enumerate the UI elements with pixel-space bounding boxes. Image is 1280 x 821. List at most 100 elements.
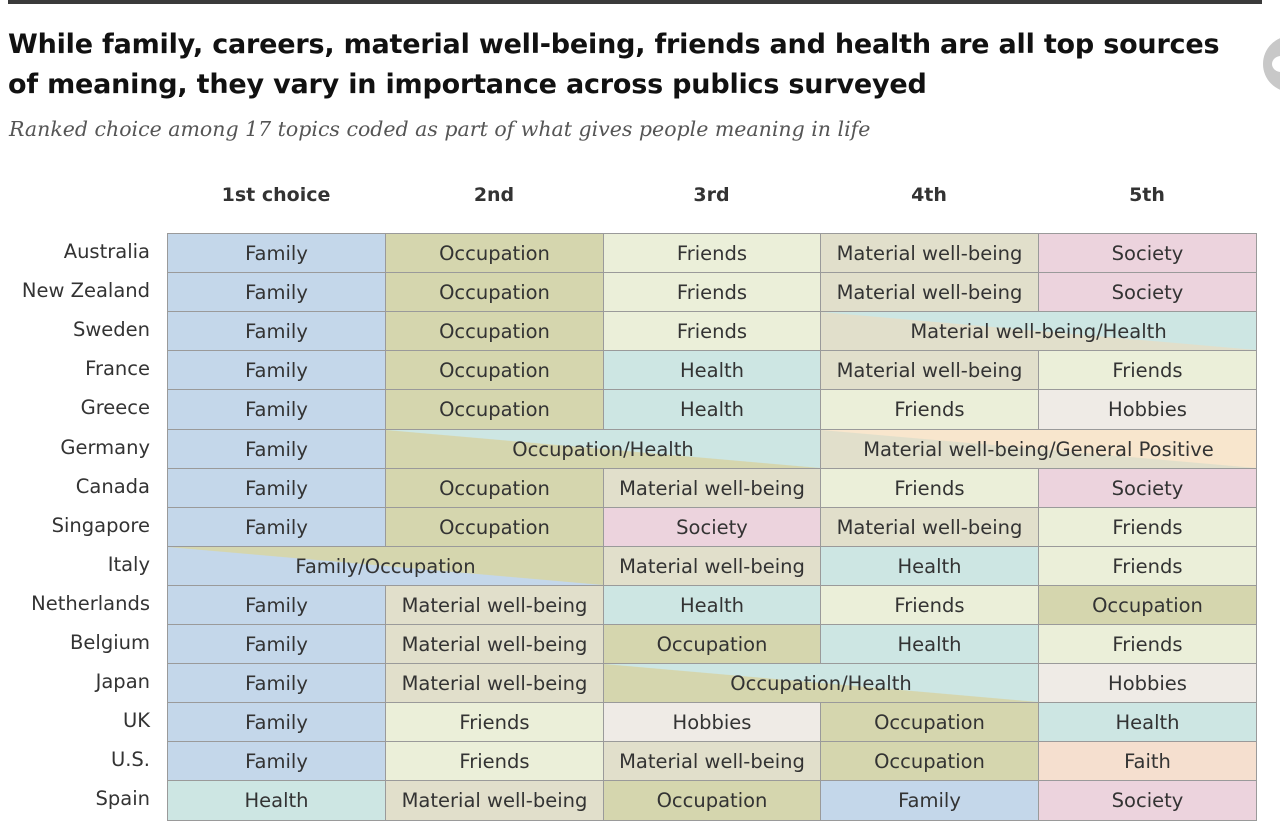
rank-cell: Family	[167, 350, 386, 390]
rank-cell-label: Family	[245, 632, 308, 656]
rank-cell: Friends	[603, 272, 821, 312]
rank-cell-label: Occupation	[439, 319, 550, 343]
country-label: Germany	[60, 436, 150, 459]
rank-cell-label: Society	[1111, 280, 1184, 304]
rank-cell-label: Friends	[894, 593, 965, 617]
rank-cell-label: Material well-being	[836, 241, 1023, 265]
rank-cell-label: Friends	[676, 241, 748, 265]
rank-cell-label: Society	[676, 515, 748, 539]
rank-cell: Friends	[1038, 546, 1257, 586]
rank-cell: Family	[167, 429, 386, 469]
country-label: Belgium	[70, 631, 150, 654]
rank-cell: Occupation	[385, 389, 604, 430]
rank-cell: Material well-being	[820, 350, 1039, 390]
rank-cell-label: Friends	[459, 749, 530, 773]
rank-cell: Occupation	[385, 272, 604, 312]
rank-cell-label: Occupation	[439, 358, 550, 382]
country-label: Netherlands	[31, 592, 150, 615]
rank-cell: Material well-being	[820, 272, 1039, 312]
rank-cell: Family	[167, 468, 386, 508]
rank-cell-label: Material well-being/General Positive	[863, 437, 1214, 461]
rank-cell: Material well-being	[603, 468, 821, 508]
country-label: Italy	[107, 553, 150, 576]
column-header: 1st choice	[221, 184, 331, 206]
rank-cell-label: Hobbies	[1108, 671, 1187, 695]
rank-cell: Health	[603, 389, 821, 430]
rank-cell-label: Family/Occupation	[295, 554, 476, 578]
rank-cell: Family	[167, 389, 386, 430]
rank-cell-label: Occupation	[656, 632, 768, 656]
rank-cell-label: Friends	[1112, 554, 1183, 578]
rank-cell: Friends	[820, 389, 1039, 430]
country-label: UK	[122, 709, 150, 732]
country-label: U.S.	[110, 748, 150, 771]
rank-cell: Family/Occupation	[167, 546, 604, 586]
rank-cell: Hobbies	[1038, 389, 1257, 430]
rank-cell: Occupation	[385, 468, 604, 508]
column-header: 4th	[911, 184, 947, 206]
rank-cell: Society	[1038, 272, 1257, 312]
rank-cell-label: Occupation	[874, 749, 985, 773]
rank-cell: Material well-being	[820, 233, 1039, 273]
rank-cell-label: Hobbies	[1108, 398, 1187, 421]
rank-cell-label: Health	[679, 358, 745, 382]
rank-cell: Health	[603, 350, 821, 390]
rank-cell: Occupation	[385, 507, 604, 547]
rank-cell: Health	[820, 546, 1039, 586]
rank-cell-label: Material well-being	[836, 280, 1023, 304]
rank-cell-label: Family	[245, 280, 308, 304]
rank-cell-label: Occupation	[439, 476, 550, 500]
country-label: Sweden	[72, 318, 150, 341]
rank-cell: Occupation	[820, 741, 1039, 781]
rank-cell: Material well-being	[385, 780, 604, 821]
rank-cell: Friends	[385, 702, 604, 742]
rank-cell-label: Family	[245, 476, 308, 500]
rank-cell: Friends	[1038, 624, 1257, 664]
rank-cell-label: Friends	[676, 319, 748, 343]
rank-cell: Friends	[603, 311, 821, 351]
rank-cell: Material well-being	[820, 507, 1039, 547]
rank-cell-label: Occupation	[439, 241, 550, 265]
rank-cell: Health	[1038, 702, 1257, 742]
rank-cell-label: Family	[245, 515, 308, 539]
rank-cell-label: Occupation	[439, 280, 550, 304]
rank-cell-label: Health	[1115, 710, 1180, 734]
rank-cell: Material well-being	[603, 741, 821, 781]
side-button-icon[interactable]	[1263, 36, 1280, 92]
rank-cell-label: Family	[245, 749, 308, 773]
rank-cell-label: Material well-being	[619, 476, 805, 500]
rank-cell: Friends	[603, 233, 821, 273]
rank-cell: Occupation	[385, 311, 604, 351]
rank-cell-label: Health	[244, 789, 309, 812]
rank-cell-label: Family	[245, 358, 308, 382]
rank-cell: Family	[820, 780, 1039, 821]
rank-cell-label: Friends	[459, 710, 530, 734]
rank-cell: Occupation/Health	[603, 663, 1039, 703]
column-header-row: 1st choice 2nd 3rd 4th 5th	[0, 180, 1280, 210]
rank-cell: Material well-being	[385, 663, 604, 703]
rank-cell-label: Friends	[1112, 358, 1183, 382]
rank-cell: Material well-being/Health	[820, 311, 1257, 351]
rank-cell-label: Society	[1111, 476, 1184, 500]
rank-cell: Family	[167, 272, 386, 312]
rank-cell: Family	[167, 507, 386, 547]
rank-cell-label: Family	[245, 671, 308, 695]
rank-cell: Society	[1038, 780, 1257, 821]
rank-cell-label: Family	[245, 241, 308, 265]
rank-cell-label: Material well-being	[836, 358, 1023, 382]
rank-cell: Family	[167, 663, 386, 703]
rank-cell-label: Health	[897, 632, 962, 656]
rank-cell-label: Hobbies	[672, 710, 752, 734]
rank-cell-label: Family	[245, 437, 308, 461]
rank-cell: Occupation	[1038, 585, 1257, 625]
rank-cell-label: Material well-being/Health	[910, 319, 1167, 343]
rank-cell: Friends	[820, 468, 1039, 508]
country-label: Greece	[80, 396, 150, 419]
rank-cell-label: Occupation	[1092, 593, 1203, 617]
rank-cell-label: Material well-being	[836, 515, 1023, 539]
rank-cell-label: Occupation	[439, 515, 550, 539]
rank-cell: Friends	[1038, 350, 1257, 390]
rank-cell: Material well-being	[385, 585, 604, 625]
rank-cell-label: Friends	[676, 280, 748, 304]
top-rule	[8, 0, 1262, 4]
